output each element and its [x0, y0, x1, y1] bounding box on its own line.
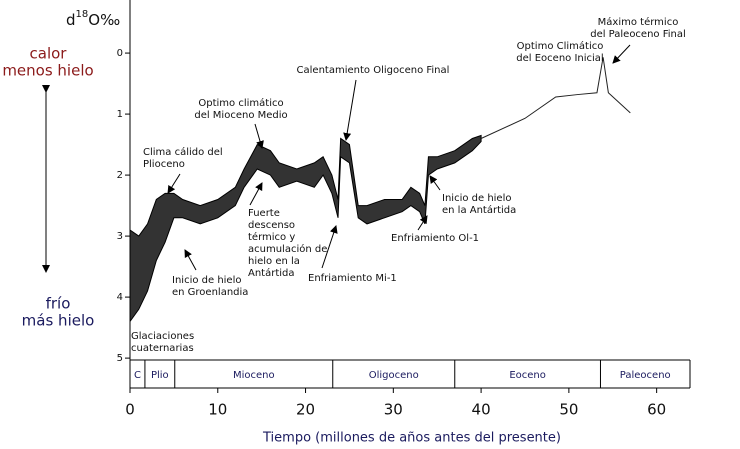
annotation: Máximo térmico [598, 16, 679, 28]
annotation-arrow [249, 182, 263, 206]
annotation: Optimo Climático [517, 40, 604, 52]
x-tick-label: 0 [125, 401, 135, 419]
cold-label: más hielo [22, 312, 95, 330]
x-tick-label: 30 [384, 401, 403, 419]
y-tick-label: 4 [117, 292, 123, 303]
x-tick-label: 10 [208, 401, 227, 419]
line [480, 57, 631, 139]
epoch-label: Plio [151, 370, 169, 381]
annotation: cuaternarias [131, 343, 194, 354]
x-tick-label: 60 [647, 401, 666, 419]
y-label-sup: 18 [76, 9, 89, 20]
annotation: descenso [248, 220, 295, 231]
y-tick-label: 0 [117, 48, 123, 59]
annotation: Optimo climático [198, 97, 283, 109]
annotation-arrow [184, 249, 197, 271]
annotation: en la Antártida [442, 204, 516, 216]
annotation: del Mioceno Medio [194, 110, 287, 121]
annotation: del Paleoceno Final [590, 29, 686, 40]
y-label-prefix: d [66, 11, 76, 29]
epoch-label: Mioceno [233, 370, 275, 381]
annotation: Plioceno [143, 159, 185, 170]
y-tick-label: 2 [117, 170, 123, 181]
x-tick-label: 40 [472, 401, 491, 419]
y-tick-label: 3 [117, 231, 123, 242]
y-axis-label: d18O‰ [66, 9, 120, 29]
annotation: acumulación de [248, 243, 327, 255]
annotation: Glaciaciones [131, 331, 194, 342]
annotation: Enfriamiento Mi-1 [308, 273, 397, 284]
annotation: Clima cálido del [143, 146, 223, 158]
epoch-label: Paleoceno [620, 370, 671, 381]
annotation: hielo en la [248, 256, 300, 267]
y-tick-label: 1 [117, 109, 123, 120]
x-tick-label: 20 [296, 401, 315, 419]
warm-label: menos hielo [2, 62, 93, 80]
annotation-arrow [612, 44, 631, 64]
annotation: Calentamiento Oligoceno Final [297, 65, 450, 76]
epoch-label: Eoceno [509, 370, 546, 381]
annotation: del Eoceno Inicial [516, 53, 603, 64]
annotation-arrow [343, 79, 357, 141]
annotation-arrow [429, 175, 441, 191]
annotation: en Groenlandia [172, 287, 248, 298]
annotation: Inicio de hielo [442, 193, 511, 204]
x-axis-label: Tiempo (millones de años antes del prese… [262, 431, 561, 446]
annotation: Fuerte [248, 208, 280, 219]
annotation-arrow [321, 225, 338, 269]
y-tick-label: 5 [117, 353, 123, 364]
epoch-label: C [134, 370, 141, 381]
cold-label: frío [46, 295, 71, 313]
annotation-arrow [417, 215, 428, 231]
warm-label: calor [30, 45, 68, 63]
annotation-arrow [254, 123, 264, 149]
annotation-arrow [167, 173, 181, 194]
annotation: Antártida [248, 267, 295, 279]
x-tick-label: 50 [559, 401, 578, 419]
annotation: térmico y [248, 231, 295, 243]
annotation: Enfriamiento Ol-1 [391, 233, 479, 244]
y-label-suffix: O‰ [88, 11, 120, 29]
annotation: Inicio de hielo [172, 275, 241, 286]
epoch-label: Oligoceno [369, 370, 419, 381]
